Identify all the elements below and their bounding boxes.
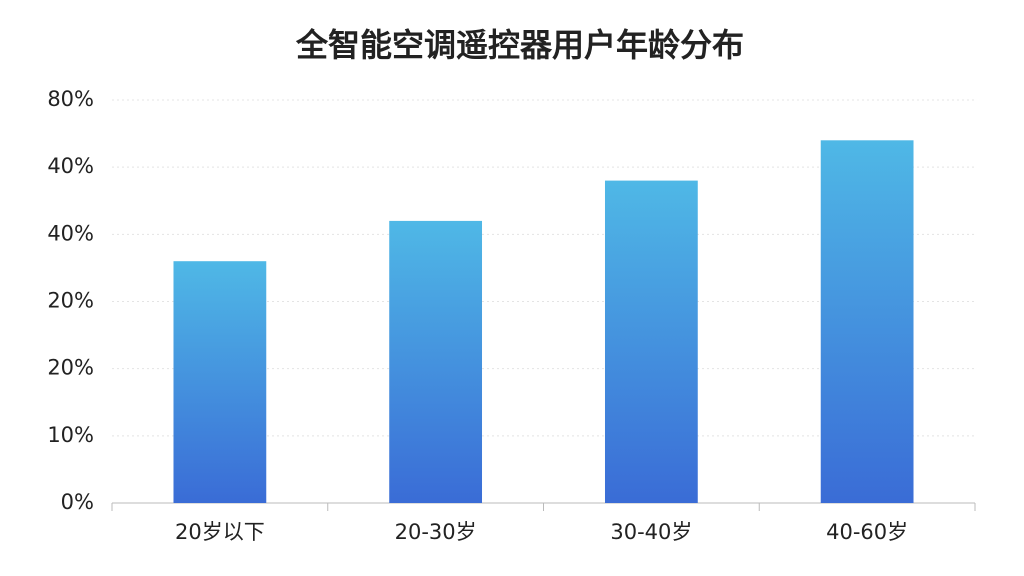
y-tick-label: 0% bbox=[61, 490, 94, 514]
x-tick-label: 20-30岁 bbox=[395, 520, 477, 544]
x-tick-label: 20岁以下 bbox=[175, 520, 265, 544]
bar bbox=[604, 180, 698, 503]
y-tick-label: 20% bbox=[47, 289, 94, 313]
y-tick-label: 20% bbox=[47, 356, 94, 380]
bar bbox=[173, 261, 267, 503]
y-tick-label: 10% bbox=[47, 423, 94, 447]
y-tick-label: 40% bbox=[47, 221, 94, 245]
bar bbox=[820, 140, 914, 504]
x-tick-label: 30-40岁 bbox=[610, 520, 692, 544]
x-tick-label: 40-60岁 bbox=[826, 520, 908, 544]
y-tick-label: 80% bbox=[47, 87, 94, 111]
bar bbox=[389, 220, 483, 503]
chart-title: 全智能空调遥控器用户年龄分布 bbox=[295, 26, 744, 64]
y-tick-label: 40% bbox=[47, 154, 94, 178]
